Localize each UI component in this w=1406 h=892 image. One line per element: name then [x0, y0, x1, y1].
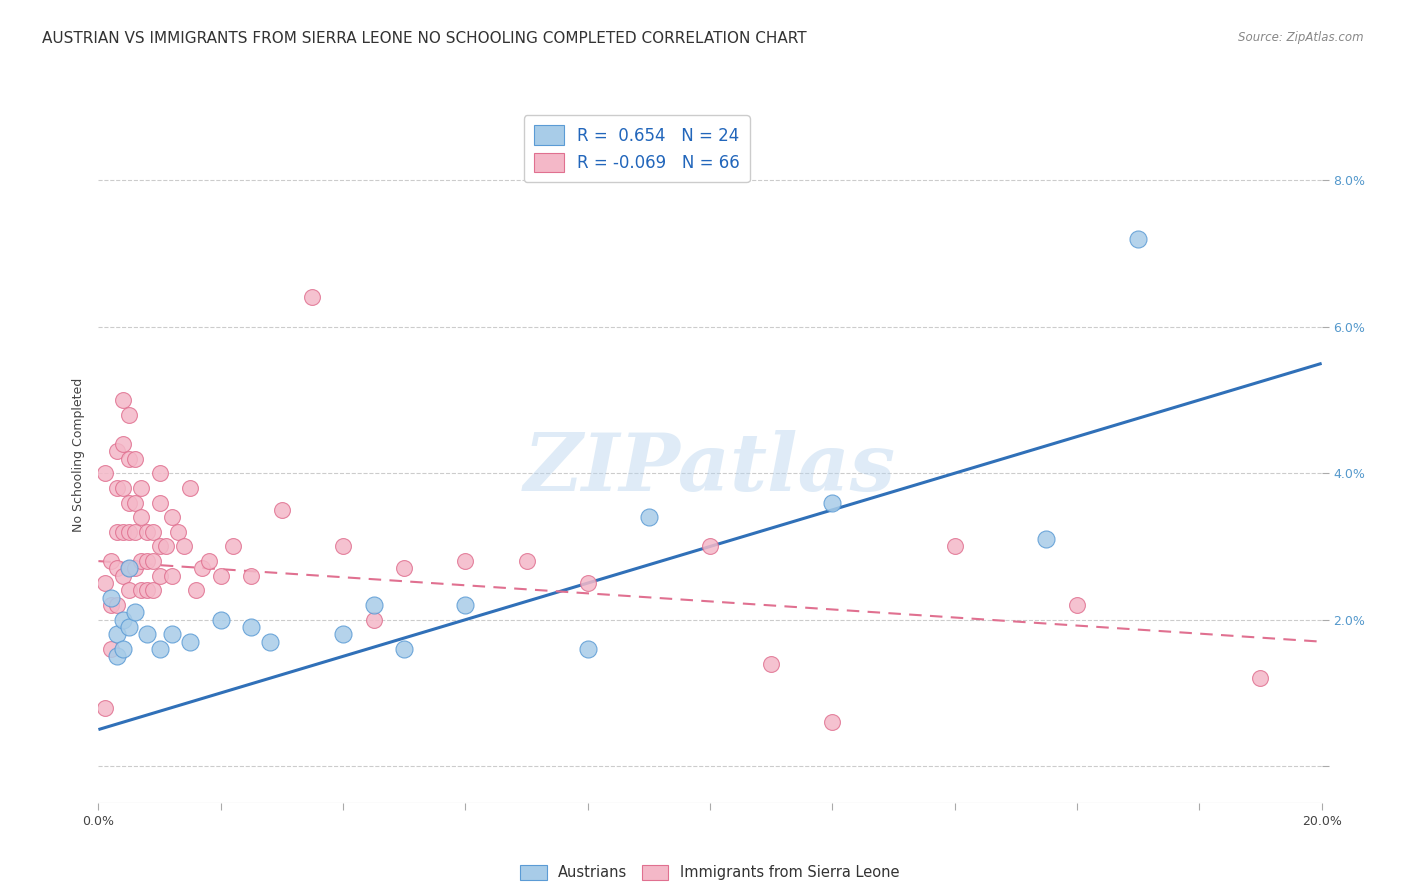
Point	[142, 583, 165, 598]
Point	[1128, 232, 1150, 246]
Point	[111, 642, 134, 657]
Point	[118, 561, 141, 575]
Point	[160, 510, 183, 524]
Point	[111, 524, 134, 539]
Text: ZIPatlas: ZIPatlas	[524, 430, 896, 508]
Point	[149, 495, 172, 509]
Point	[240, 568, 263, 582]
Point	[93, 467, 115, 481]
Point	[454, 598, 477, 612]
Point	[124, 606, 146, 620]
Point	[179, 481, 201, 495]
Text: Source: ZipAtlas.com: Source: ZipAtlas.com	[1239, 31, 1364, 45]
Point	[576, 642, 599, 657]
Point	[363, 613, 385, 627]
Point	[111, 613, 134, 627]
Point	[118, 495, 141, 509]
Point	[186, 583, 208, 598]
Point	[105, 627, 128, 641]
Point	[118, 524, 141, 539]
Point	[105, 561, 128, 575]
Point	[173, 540, 195, 554]
Point	[516, 554, 538, 568]
Point	[124, 451, 146, 466]
Point	[699, 540, 721, 554]
Point	[392, 561, 416, 575]
Point	[129, 583, 152, 598]
Point	[136, 554, 159, 568]
Point	[155, 540, 177, 554]
Point	[259, 634, 281, 648]
Point	[363, 598, 385, 612]
Point	[821, 715, 844, 730]
Point	[142, 554, 165, 568]
Point	[759, 657, 782, 671]
Point	[1035, 532, 1057, 546]
Point	[118, 583, 141, 598]
Text: AUSTRIAN VS IMMIGRANTS FROM SIERRA LEONE NO SCHOOLING COMPLETED CORRELATION CHAR: AUSTRIAN VS IMMIGRANTS FROM SIERRA LEONE…	[42, 31, 807, 46]
Point	[209, 613, 232, 627]
Point	[160, 568, 183, 582]
Point	[105, 444, 128, 458]
Point	[118, 408, 141, 422]
Point	[197, 554, 219, 568]
Point	[93, 576, 115, 591]
Point	[100, 554, 122, 568]
Point	[136, 627, 159, 641]
Point	[222, 540, 245, 554]
Point	[576, 576, 599, 591]
Y-axis label: No Schooling Completed: No Schooling Completed	[72, 378, 86, 532]
Point	[129, 554, 152, 568]
Point	[149, 540, 172, 554]
Point	[118, 451, 141, 466]
Point	[129, 481, 152, 495]
Point	[118, 620, 141, 634]
Point	[100, 598, 122, 612]
Point	[191, 561, 214, 575]
Point	[209, 568, 232, 582]
Point	[637, 510, 661, 524]
Point	[454, 554, 477, 568]
Point	[149, 642, 172, 657]
Point	[124, 561, 146, 575]
Point	[129, 510, 152, 524]
Point	[332, 540, 354, 554]
Point	[105, 649, 128, 664]
Point	[111, 392, 134, 407]
Point	[270, 503, 292, 517]
Point	[111, 437, 134, 451]
Point	[392, 642, 416, 657]
Point	[301, 290, 323, 304]
Point	[160, 627, 183, 641]
Point	[105, 481, 128, 495]
Point	[100, 642, 122, 657]
Point	[943, 540, 966, 554]
Point	[136, 583, 159, 598]
Legend: Austrians, Immigrants from Sierra Leone: Austrians, Immigrants from Sierra Leone	[515, 859, 905, 886]
Point	[118, 561, 141, 575]
Point	[142, 524, 165, 539]
Point	[332, 627, 354, 641]
Point	[136, 524, 159, 539]
Point	[105, 598, 128, 612]
Point	[124, 495, 146, 509]
Point	[1066, 598, 1088, 612]
Point	[93, 700, 115, 714]
Point	[167, 524, 190, 539]
Point	[240, 620, 263, 634]
Point	[124, 524, 146, 539]
Point	[111, 481, 134, 495]
Point	[100, 591, 122, 605]
Point	[149, 568, 172, 582]
Point	[1249, 671, 1271, 685]
Point	[111, 568, 134, 582]
Point	[149, 467, 172, 481]
Point	[105, 524, 128, 539]
Point	[179, 634, 201, 648]
Point	[821, 495, 844, 509]
